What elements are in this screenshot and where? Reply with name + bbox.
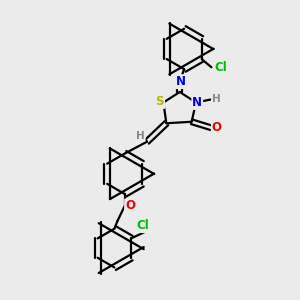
Text: O: O	[212, 121, 222, 134]
Text: S: S	[156, 95, 164, 108]
Text: Cl: Cl	[215, 61, 228, 74]
Text: H: H	[136, 131, 145, 141]
Text: O: O	[125, 200, 135, 212]
Text: H: H	[212, 94, 221, 104]
Text: Cl: Cl	[136, 219, 149, 232]
Text: N: N	[176, 75, 186, 88]
Text: N: N	[192, 96, 202, 109]
